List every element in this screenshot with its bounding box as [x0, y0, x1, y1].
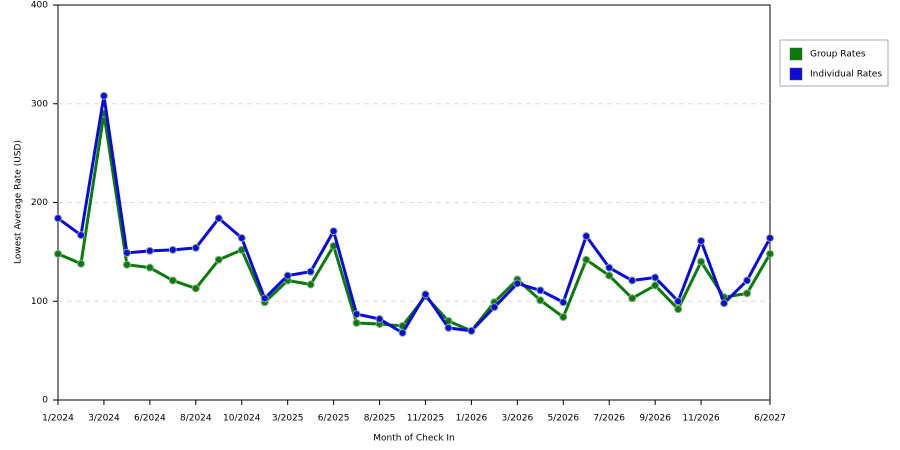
- x-tick-label: 7/2026: [593, 414, 625, 424]
- x-tick-label: 1/2026: [456, 414, 488, 424]
- data-point: [168, 245, 177, 254]
- data-point: [766, 249, 774, 258]
- data-point: [582, 232, 591, 241]
- data-point: [536, 296, 545, 305]
- data-point: [145, 246, 154, 255]
- data-point: [743, 289, 752, 298]
- legend-swatch: [789, 47, 803, 61]
- data-point: [191, 284, 200, 293]
- data-point: [651, 281, 660, 290]
- x-tick-label: 10/2024: [223, 414, 261, 424]
- data-point: [214, 255, 223, 264]
- data-point: [145, 263, 154, 272]
- data-point: [76, 259, 85, 268]
- data-point: [99, 91, 108, 100]
- data-point: [191, 243, 200, 252]
- data-point: [628, 294, 637, 303]
- y-axis-title: Lowest Average Rate (USD): [14, 140, 24, 264]
- y-tick-label: 0: [42, 396, 48, 406]
- x-tick-label: 3/2026: [502, 414, 534, 424]
- x-axis-title: Month of Check In: [373, 434, 455, 444]
- x-tick-label: 3/2025: [272, 414, 304, 424]
- data-point: [605, 271, 614, 280]
- data-point: [559, 298, 568, 307]
- x-tick-label: 6/2024: [134, 414, 166, 424]
- data-point: [536, 286, 545, 295]
- data-point: [582, 255, 591, 264]
- data-point: [352, 318, 361, 327]
- x-tick-label: 11/2026: [682, 414, 720, 424]
- data-point: [651, 273, 660, 282]
- x-tick-label: 1/2024: [42, 414, 74, 424]
- legend-swatch: [789, 67, 803, 81]
- data-point: [76, 231, 85, 240]
- y-tick-label: 400: [31, 1, 48, 11]
- data-point: [674, 305, 683, 314]
- x-tick-label: 11/2025: [407, 414, 444, 424]
- data-point: [54, 249, 62, 258]
- series-line: [57, 94, 772, 335]
- x-tick-label: 5/2026: [547, 414, 579, 424]
- series-line: [57, 112, 772, 333]
- data-point: [260, 294, 269, 303]
- data-point: [513, 279, 522, 288]
- y-tick-label: 300: [31, 99, 48, 109]
- data-point: [398, 328, 407, 337]
- x-tick-label: 6/2025: [318, 414, 350, 424]
- data-point: [421, 290, 430, 299]
- data-point: [122, 260, 131, 269]
- y-tick-label: 100: [31, 297, 48, 307]
- data-point: [352, 310, 361, 319]
- data-point: [54, 214, 62, 223]
- data-point: [697, 257, 706, 266]
- y-tick-label: 200: [31, 198, 48, 208]
- data-point: [559, 313, 568, 322]
- x-tick-label: 3/2024: [88, 414, 120, 424]
- data-point: [168, 276, 177, 285]
- data-point: [329, 227, 338, 236]
- data-point: [490, 303, 499, 312]
- data-point: [697, 237, 706, 246]
- x-tick-label: 8/2025: [364, 414, 396, 424]
- data-point: [743, 276, 752, 285]
- data-point: [306, 280, 315, 289]
- data-point: [122, 248, 131, 257]
- data-point: [214, 214, 223, 223]
- data-point: [605, 263, 614, 272]
- x-tick-label: 8/2024: [180, 414, 212, 424]
- data-point: [467, 326, 476, 335]
- data-point: [375, 315, 384, 324]
- data-point: [766, 234, 774, 243]
- x-tick-label: 9/2026: [639, 414, 671, 424]
- data-point: [283, 271, 292, 280]
- data-point: [237, 234, 246, 243]
- legend-label: Individual Rates: [810, 70, 882, 80]
- data-point: [306, 267, 315, 276]
- data-point: [720, 299, 729, 308]
- data-point: [628, 276, 637, 285]
- data-point: [674, 297, 683, 306]
- legend-label: Group Rates: [810, 50, 866, 60]
- data-point: [444, 323, 453, 332]
- x-tick-label: 6/2027: [754, 414, 786, 424]
